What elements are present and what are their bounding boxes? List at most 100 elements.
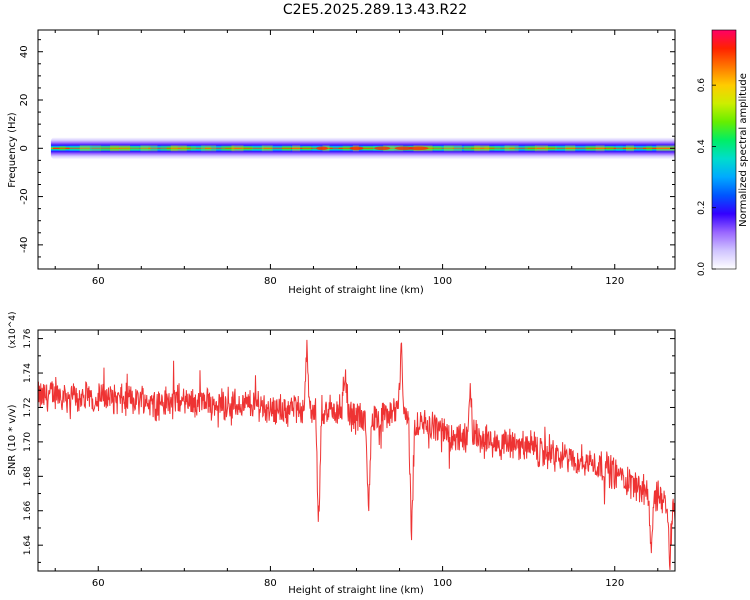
band-variation	[575, 146, 587, 151]
band-variation	[120, 146, 140, 151]
band-variation	[514, 146, 528, 151]
snr-plot-area	[38, 330, 675, 571]
band-hotspot	[408, 146, 429, 151]
band-variation	[160, 145, 178, 151]
y-tick-label: 20	[19, 94, 30, 107]
band-variation	[89, 146, 110, 151]
band-variation	[484, 146, 501, 151]
band-variation	[494, 145, 510, 151]
band-variation	[251, 145, 264, 151]
band-variation	[221, 145, 235, 151]
snr-y-tick-label: 1.66	[23, 500, 33, 520]
band-variation	[534, 145, 548, 152]
band-variation	[292, 145, 301, 152]
spectrogram-y-ticks: -40 -20 0 20 40	[19, 39, 675, 258]
band-variation	[79, 145, 101, 152]
y-tick-label: -20	[19, 188, 30, 204]
band-variation	[636, 146, 644, 151]
colorbar-tick-label: 0.4	[697, 139, 707, 154]
figure-title: C2E5.2025.289.13.43.R22	[282, 2, 468, 18]
band-variation	[150, 146, 167, 151]
band-variation	[261, 145, 273, 152]
x-tick-label: 80	[264, 276, 277, 287]
band-variation	[342, 145, 350, 151]
snr-series-line	[38, 339, 675, 570]
colorbar-gradient-bar	[712, 30, 736, 269]
band-variation	[423, 146, 442, 151]
snr-panel: 60 80 100 120 1.641.661.681.701.721.741.76 …	[7, 311, 676, 596]
colorbar-ticks: 0.0 0.2 0.4 0.6	[697, 78, 716, 276]
spectrogram-y-axis-label: Frequency (Hz)	[7, 112, 18, 188]
snr-y-tick-label: 1.64	[23, 535, 33, 555]
colorbar-label: Normalized spectral amplitude	[738, 73, 749, 227]
y-tick-label: -40	[19, 237, 30, 253]
spectrogram-x-axis-label: Height of straight line (km)	[288, 285, 424, 296]
x-tick-label: 60	[92, 276, 105, 287]
band-hotspot	[394, 146, 413, 151]
snr-y-tick-label: 1.72	[23, 397, 33, 417]
band-variation	[241, 146, 253, 151]
spectrogram-panel: 60 80 100 120 -40 -20 0 20 40 Height of straigh…	[7, 29, 676, 296]
band-variation	[595, 145, 605, 152]
band-variation	[110, 145, 131, 152]
snr-y-tick-label: 1.68	[23, 466, 33, 486]
snr-line-group	[38, 339, 675, 570]
band-variation	[180, 146, 196, 151]
band-variation	[443, 145, 462, 152]
band-variation	[140, 145, 158, 152]
colorbar-tick-label: 0.6	[697, 78, 707, 93]
band-variation	[625, 145, 634, 152]
band-variation	[170, 145, 187, 152]
band-variation	[302, 146, 312, 151]
band-variation	[433, 145, 453, 151]
band-variation	[59, 146, 66, 151]
band-variation	[201, 145, 217, 152]
band-hotspot	[349, 146, 364, 151]
band-variation	[332, 146, 339, 151]
snr-x-tick-label: 60	[92, 578, 105, 589]
spectrogram-band-variations	[59, 145, 675, 152]
band-variation	[383, 145, 404, 152]
x-tick-label: 120	[605, 276, 624, 287]
spectrogram-x-ticks: 60 80 100 120	[54, 30, 659, 287]
band-variation	[524, 145, 537, 151]
spectrogram-band-group	[50, 137, 675, 160]
snr-x-tick-label: 120	[605, 578, 624, 589]
snr-y-tick-label: 1.74	[23, 363, 33, 383]
snr-x-ticks: 60 80 100 120	[54, 330, 659, 589]
band-variation	[99, 145, 119, 151]
band-variation	[464, 145, 481, 151]
band-variation	[271, 146, 282, 151]
band-variation	[615, 145, 623, 151]
snr-y-ticks: 1.64 1.66 1.68 1.70 1.72 1.74 1.76	[23, 328, 675, 563]
band-variation	[282, 145, 292, 151]
band-hotspot	[374, 146, 391, 151]
snr-y-tick-label: 1.70	[23, 432, 33, 452]
band-variation	[211, 146, 226, 151]
band-variation	[565, 145, 576, 152]
snr-x-tick-label: 100	[433, 578, 452, 589]
band-variation	[362, 146, 385, 151]
band-variation	[555, 145, 567, 151]
band-variation	[130, 145, 149, 151]
snr-multiplier-label: (x10^4)	[8, 311, 18, 348]
snr-y-axis-label: SNR (10 * v/v)	[7, 404, 18, 475]
band-variation	[646, 145, 653, 151]
y-tick-label: 40	[19, 45, 30, 58]
colorbar: 0.0 0.2 0.4 0.6 Normalized spectral amplitu…	[697, 29, 749, 276]
band-variation	[231, 145, 244, 152]
snr-x-axis-label: Height of straight line (km)	[288, 585, 424, 596]
band-variation	[474, 145, 490, 152]
band-variation	[69, 145, 92, 151]
band-variation	[656, 145, 675, 152]
band-variation	[191, 145, 206, 151]
band-hotspot	[316, 146, 329, 151]
snr-x-tick-label: 80	[264, 578, 277, 589]
y-tick-label: 0	[19, 145, 30, 151]
colorbar-tick-label: 0.0	[697, 262, 707, 277]
band-variation	[545, 146, 558, 151]
colorbar-tick-label: 0.2	[697, 201, 707, 215]
band-variation	[453, 146, 471, 151]
band-variation	[605, 146, 614, 151]
